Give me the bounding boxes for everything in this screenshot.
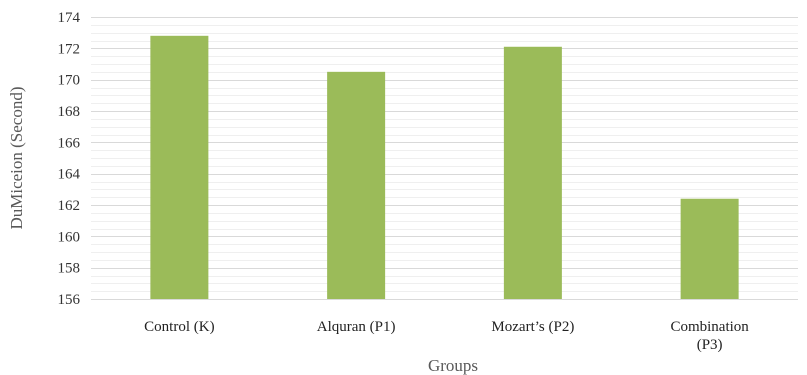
- x-axis-title: Groups: [428, 356, 478, 375]
- x-axis-ticks: Control (K) Alquran (P1) Mozart’s (P2) Comb…: [144, 319, 749, 353]
- x-tick-label: Combination (P3): [670, 319, 749, 353]
- y-tick-label: 158: [58, 261, 81, 277]
- bar: [680, 198, 739, 299]
- y-axis-title: DuMiceion (Second): [7, 86, 26, 229]
- y-tick-label: 174: [58, 10, 81, 26]
- bar: [150, 35, 209, 300]
- bars: [150, 35, 739, 300]
- y-tick-label: 166: [58, 135, 81, 151]
- gridlines: [91, 17, 798, 300]
- bar: [503, 46, 562, 300]
- y-tick-label: 172: [58, 41, 81, 57]
- bar: [327, 71, 386, 299]
- x-tick-label: Alquran (P1): [317, 319, 396, 335]
- y-tick-label: 168: [58, 104, 81, 120]
- y-tick-label: 164: [58, 167, 81, 183]
- y-tick-label: 156: [58, 292, 81, 308]
- y-tick-label: 170: [58, 73, 81, 89]
- y-axis-ticks: 156 158 160 162 164 166 168 170 172 174: [58, 10, 81, 308]
- x-tick-label: Control (K): [144, 319, 214, 335]
- y-tick-label: 162: [58, 198, 81, 214]
- x-tick-label: Mozart’s (P2): [491, 319, 574, 335]
- y-tick-label: 160: [58, 229, 81, 245]
